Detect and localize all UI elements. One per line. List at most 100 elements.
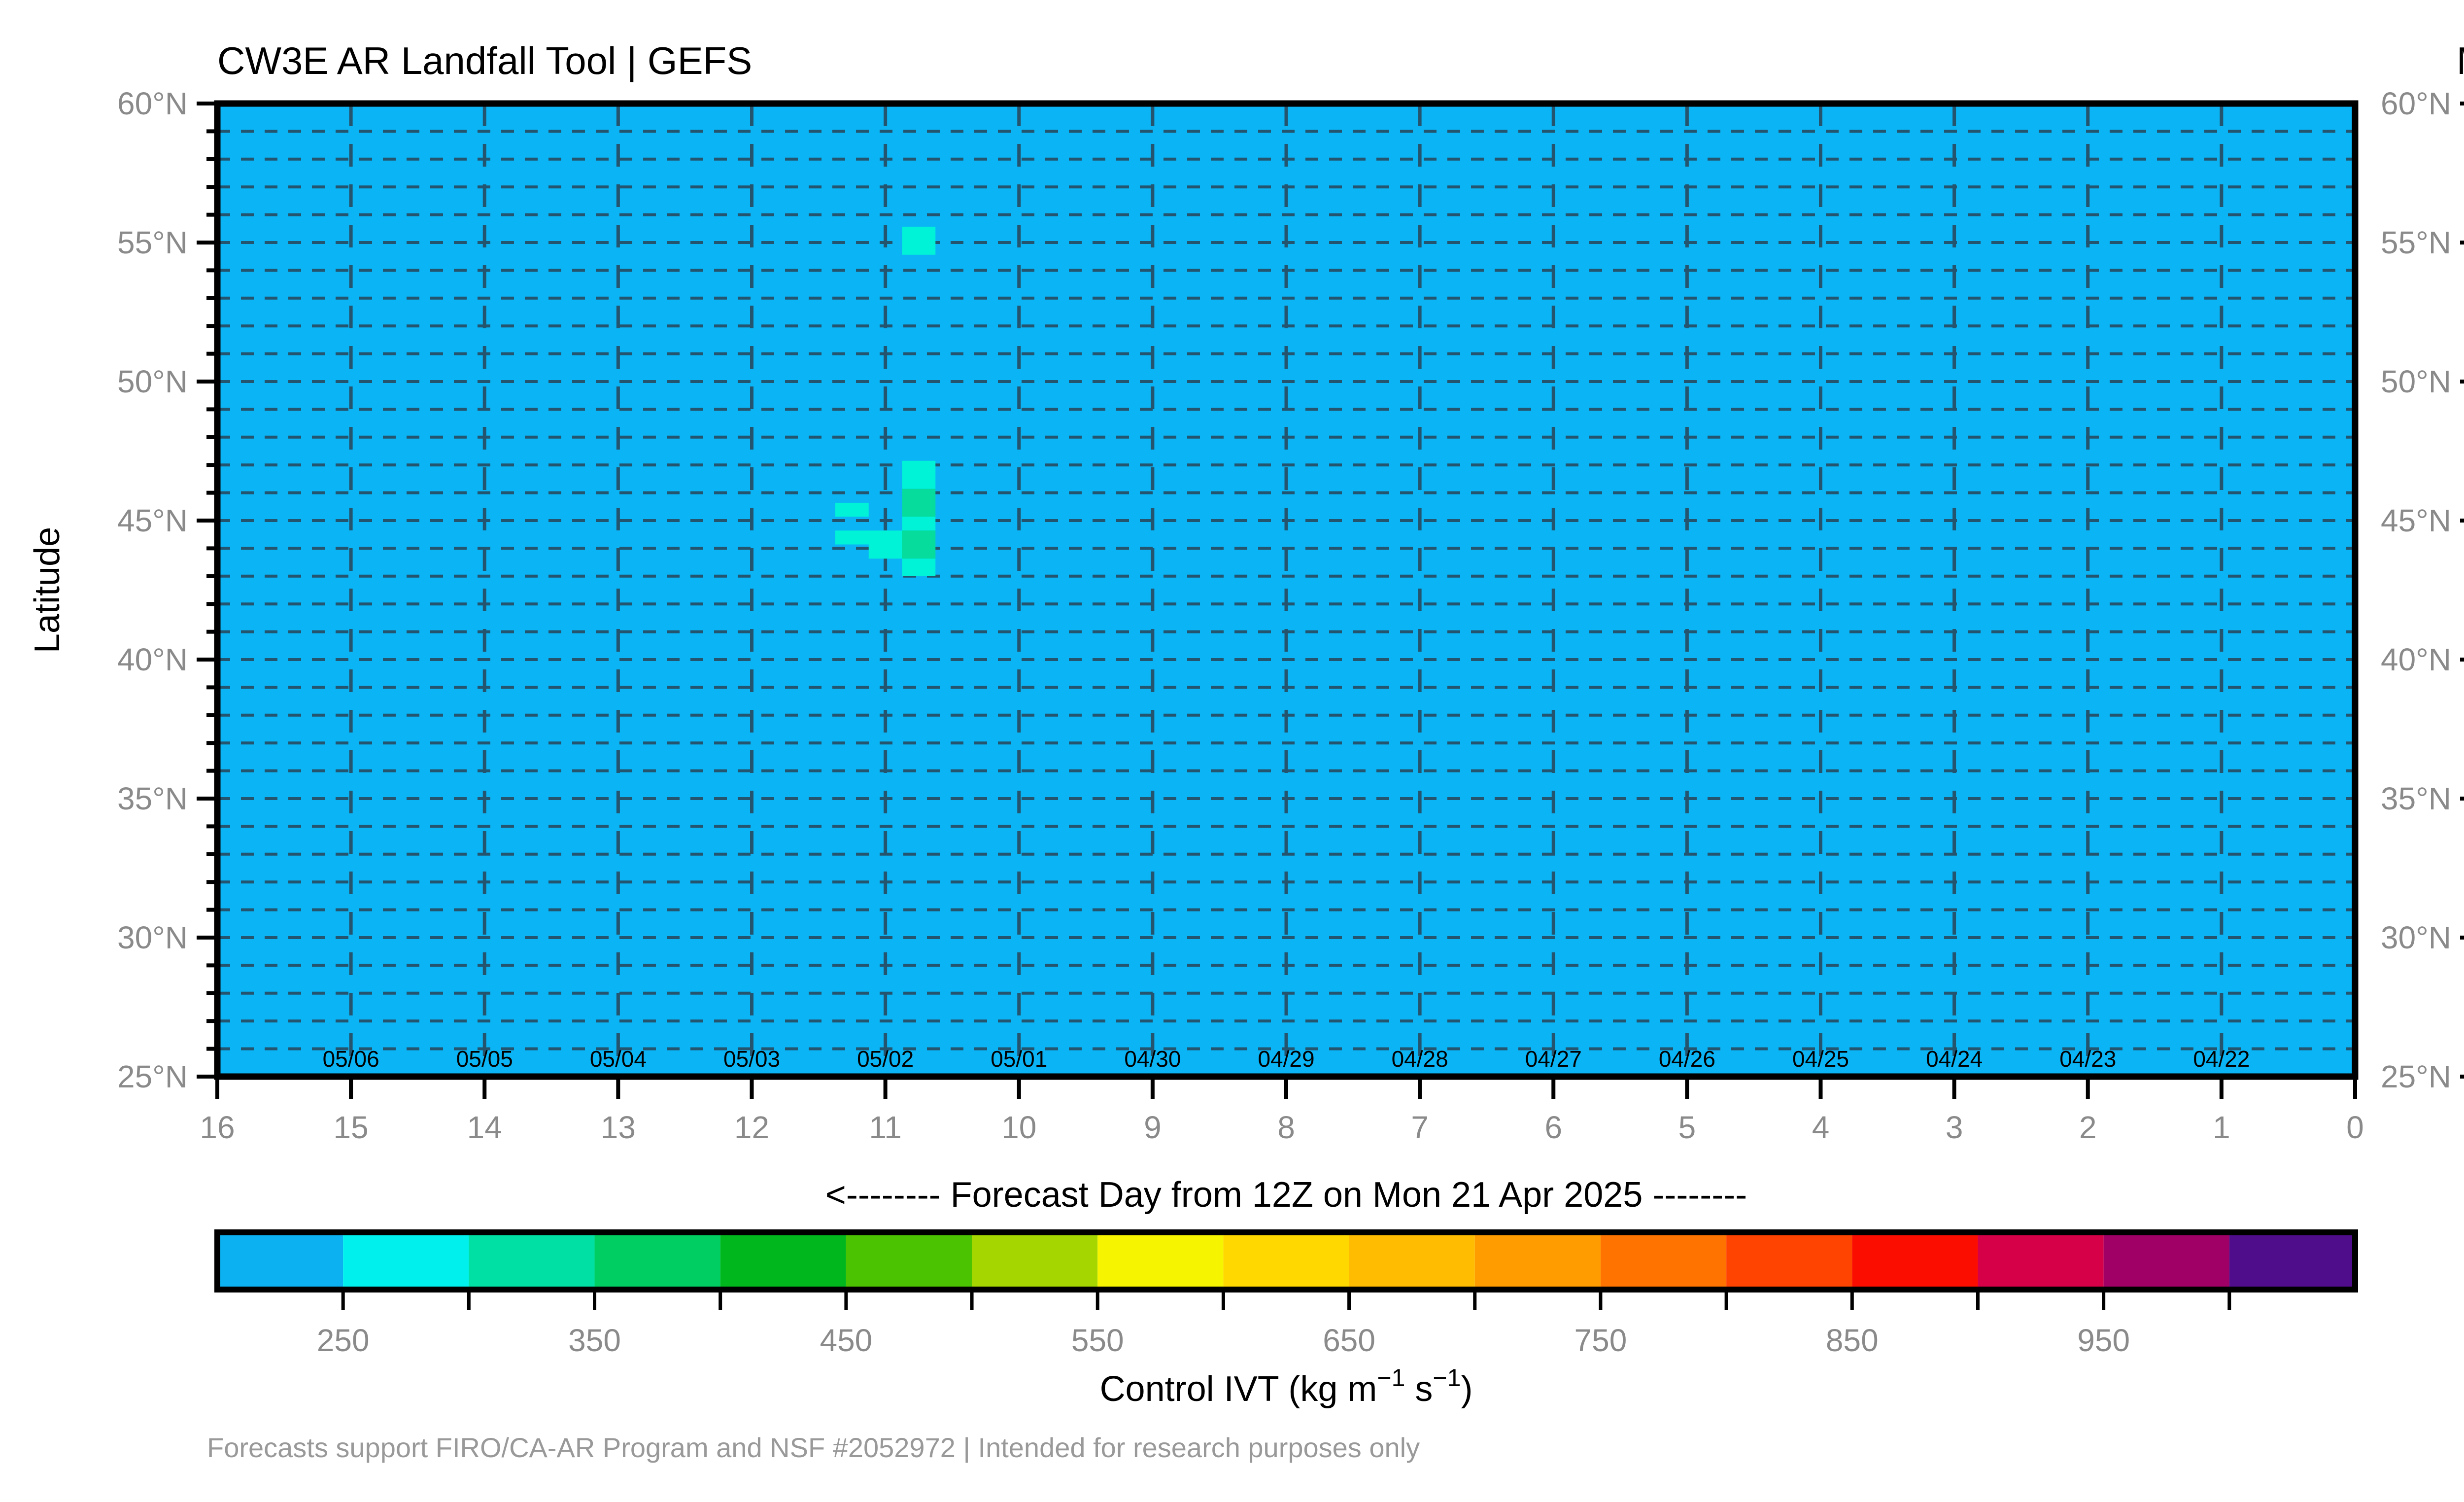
date-label: 04/28 — [1392, 1046, 1448, 1072]
colorbar-tick-label: 850 — [1826, 1323, 1879, 1358]
x-tick-label: 3 — [1946, 1110, 1963, 1145]
map-y-tick-label: 35°N — [2381, 781, 2451, 816]
colorbar-segment — [469, 1232, 595, 1290]
colorbar-segment — [2229, 1232, 2355, 1290]
ivt-date-row: 05/06 05/05 05/04 05/03 05/02 05/01 04/30 04/29… — [323, 1046, 2250, 1072]
ivt-cell — [902, 530, 936, 559]
colorbar-tick-label: 250 — [317, 1323, 370, 1358]
colorbar-title: Control IVT (kg m−1 s−1) — [1100, 1364, 1473, 1409]
ivt-cell — [902, 460, 936, 489]
map-y-tick-label: 25°N — [2381, 1059, 2451, 1094]
date-label: 05/05 — [456, 1046, 513, 1072]
x-tick-label: 11 — [869, 1110, 901, 1145]
x-tick-label: 14 — [467, 1110, 502, 1145]
ivt-panel-title: CW3E AR Landfall Tool | GEFS — [217, 39, 752, 82]
date-label: 04/27 — [1525, 1046, 1582, 1072]
colorbar-segment — [217, 1232, 343, 1290]
ivt-cell — [835, 502, 869, 517]
map-panel-title: Model Run: 12Z Mon 21 Apr 2025 — [2457, 39, 2464, 82]
y-tick-label: 35°N — [117, 781, 188, 816]
colorbar-border — [214, 1229, 2358, 1292]
date-label: 05/01 — [991, 1046, 1047, 1072]
ivt-x-ticks: 16 15 14 13 12 11 10 9 8 7 6 5 4 3 2 1 0 — [200, 1077, 2364, 1145]
y-tick-label: 40°N — [117, 642, 188, 677]
map-y-tick-label: 45°N — [2381, 503, 2451, 538]
ivt-panel: CW3E AR Landfall Tool | GEFS 05/06 05/05 0… — [28, 39, 2364, 1215]
y-tick-label: 30°N — [117, 920, 188, 955]
x-tick-label: 10 — [1001, 1110, 1036, 1145]
y-tick-label: 60°N — [117, 86, 188, 121]
colorbar: 250 350 450 550 650 750 850 950 Control IVT (kg… — [214, 1229, 2358, 1409]
date-label: 04/24 — [1926, 1046, 1983, 1072]
colorbar-tick-label: 750 — [1574, 1323, 1627, 1358]
colorbar-segment — [343, 1232, 469, 1290]
ivt-cell — [902, 489, 936, 517]
map-panel: Model Run: 12Z Mon 21 Apr 2025 60°N 55°N 5… — [2381, 39, 2464, 1094]
y-tick-label: 55°N — [117, 225, 188, 260]
ivt-cell — [868, 544, 902, 559]
ivt-cell — [902, 559, 936, 576]
colorbar-segment — [2103, 1232, 2229, 1290]
colorbar-tick-label: 450 — [820, 1323, 872, 1358]
colorbar-segment — [1978, 1232, 2104, 1290]
ivt-cells — [835, 226, 936, 576]
x-tick-label: 16 — [200, 1110, 235, 1145]
date-label: 05/06 — [323, 1046, 379, 1072]
x-tick-label: 2 — [2079, 1110, 2097, 1145]
x-tick-label: 4 — [1812, 1110, 1830, 1145]
ivt-cell — [902, 517, 936, 531]
y-tick-label: 45°N — [117, 503, 188, 538]
y-axis-label: Latitude — [28, 527, 67, 653]
date-label: 04/25 — [1792, 1046, 1849, 1072]
date-label: 04/23 — [2059, 1046, 2116, 1072]
colorbar-segment — [1349, 1232, 1475, 1290]
date-label: 04/22 — [2193, 1046, 2250, 1072]
x-tick-label: 0 — [2346, 1110, 2364, 1145]
x-tick-label: 12 — [734, 1110, 769, 1145]
colorbar-tick-label: 950 — [2077, 1323, 2130, 1358]
x-tick-label: 5 — [1678, 1110, 1696, 1145]
ivt-cell — [835, 530, 902, 545]
date-label: 05/04 — [590, 1046, 647, 1072]
colorbar-segment — [594, 1232, 720, 1290]
x-tick-label: 15 — [334, 1110, 369, 1145]
y-tick-label: 50°N — [117, 364, 188, 399]
map-y-tick-label: 50°N — [2381, 364, 2451, 399]
x-tick-label: 1 — [2213, 1110, 2230, 1145]
map-plot-area: 60°N55°N50°N45°N40°N35°N30°N25°N135°W125… — [2381, 86, 2464, 1094]
colorbar-segment — [972, 1232, 1098, 1290]
ivt-gridlines — [217, 104, 2355, 1077]
colorbar-segment — [1474, 1232, 1601, 1290]
map-y-tick-label: 55°N — [2381, 225, 2451, 260]
colorbar-segment — [1097, 1232, 1224, 1290]
ivt-cell — [902, 226, 936, 255]
colorbar-segment — [1852, 1232, 1978, 1290]
x-tick-label: 6 — [1544, 1110, 1562, 1145]
colorbar-segment — [1726, 1232, 1852, 1290]
date-label: 04/26 — [1659, 1046, 1715, 1072]
ivt-plot-area: 05/06 05/05 05/04 05/03 05/02 05/01 04/30 04/29… — [117, 86, 2364, 1145]
ivt-y-ticks: 60°N 55°N 50°N 45°N 40°N 35°N 30°N 25°N — [117, 86, 217, 1094]
map-y-tick-label: 40°N — [2381, 642, 2451, 677]
colorbar-segment — [1600, 1232, 1727, 1290]
date-label: 04/30 — [1124, 1046, 1181, 1072]
map-ticks: 60°N55°N50°N45°N40°N35°N30°N25°N135°W125… — [2381, 86, 2464, 1094]
map-y-tick-label: 60°N — [2381, 86, 2451, 121]
colorbar-segment — [720, 1232, 846, 1290]
map-y-tick-label: 30°N — [2381, 920, 2451, 955]
colorbar-tick-label: 650 — [1323, 1323, 1375, 1358]
y-tick-label: 25°N — [117, 1059, 188, 1094]
date-label: 05/03 — [723, 1046, 780, 1072]
x-tick-label: 9 — [1144, 1110, 1162, 1145]
footer-disclaimer: Forecasts support FIRO/CA-AR Program and… — [207, 1432, 1420, 1463]
x-tick-label: 8 — [1277, 1110, 1295, 1145]
colorbar-segment — [1223, 1232, 1349, 1290]
x-tick-label: 13 — [601, 1110, 636, 1145]
colorbar-segment — [846, 1232, 972, 1290]
date-label: 04/29 — [1258, 1046, 1314, 1072]
colorbar-segments: 250 350 450 550 650 750 850 950 — [214, 1229, 2358, 1358]
colorbar-tick-label: 550 — [1071, 1323, 1124, 1358]
colorbar-tick-label: 350 — [568, 1323, 621, 1358]
x-axis-label: <-------- Forecast Day from 12Z on Mon 2… — [825, 1175, 1747, 1215]
